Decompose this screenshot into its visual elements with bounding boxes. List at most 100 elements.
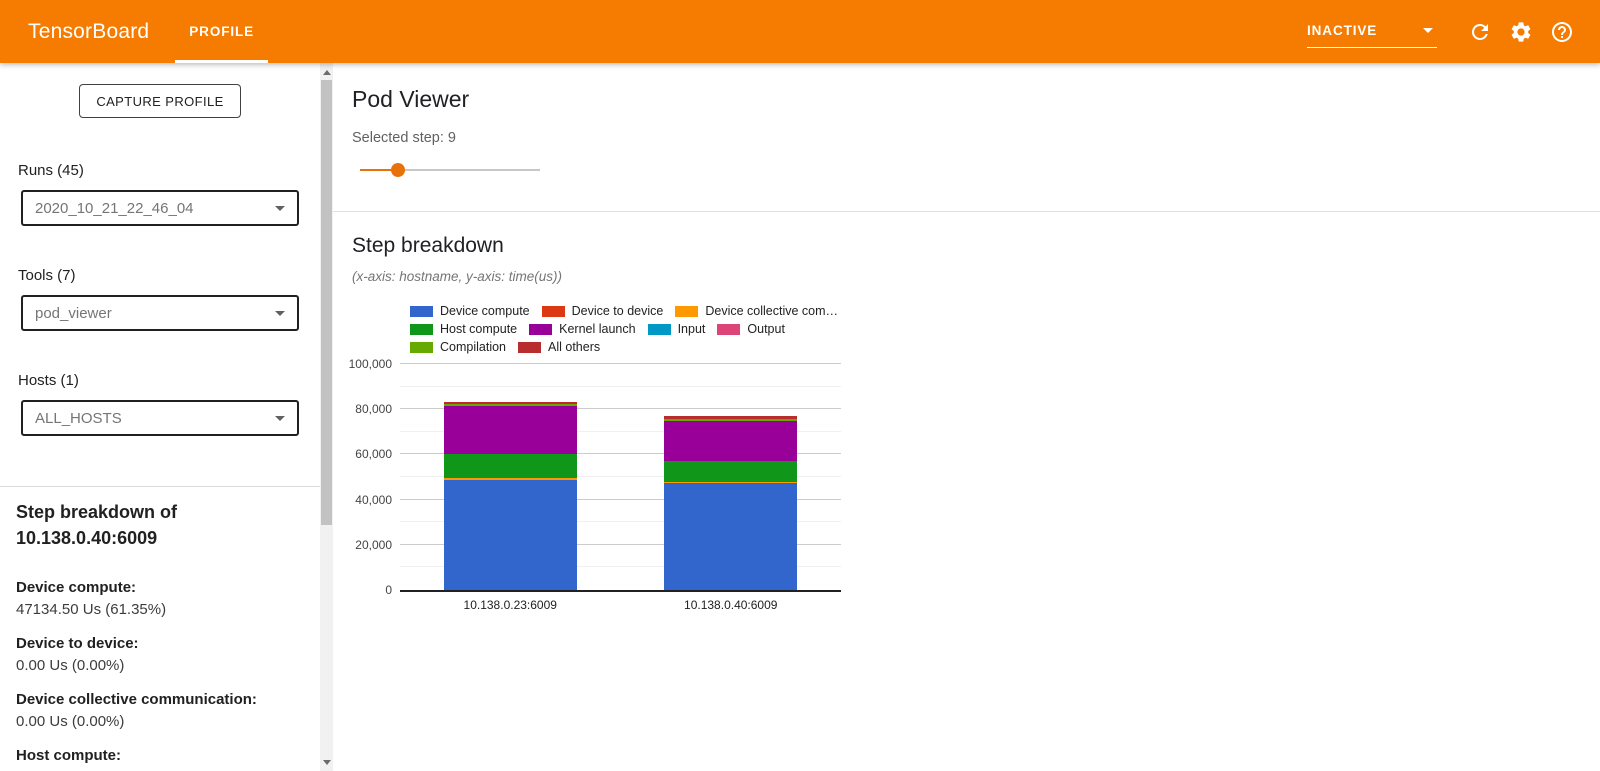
legend-label: Compilation (440, 340, 507, 354)
bar-segment-compilation (664, 419, 798, 421)
y-axis-tick-label: 40,000 (355, 492, 392, 507)
axis-note: (x-axis: hostname, y-axis: time(us)) (352, 269, 563, 284)
stat-label: Host compute: (16, 747, 121, 764)
help-icon (1552, 21, 1572, 42)
legend-item: Device collective com… (675, 304, 838, 318)
runs-label: Runs (45) (18, 162, 84, 179)
page-body: CAPTURE PROFILE Runs (45) 2020_10_21_22_… (0, 63, 1600, 771)
reload-button[interactable] (1468, 20, 1492, 44)
bar-segment-device-collective-com- (443, 477, 577, 480)
app-toolbar: TensorBoard PROFILE INACTIVE (0, 0, 1600, 63)
legend-item: Compilation (410, 340, 506, 354)
legend-label: Input (677, 322, 706, 336)
bar-segment-kernel-launch (664, 420, 798, 462)
legend-swatch (541, 305, 565, 317)
stat-label: Device compute: (16, 579, 137, 596)
scroll-down-arrow-icon[interactable] (320, 755, 333, 769)
hosts-label: Hosts (1) (18, 372, 79, 389)
step-slider[interactable] (360, 162, 540, 178)
minor-gridline (400, 476, 841, 477)
runs-dropdown[interactable]: 2020_10_21_22_46_04 (21, 190, 299, 226)
legend-label: Device collective com… (705, 304, 839, 318)
capture-profile-button[interactable]: CAPTURE PROFILE (79, 84, 241, 118)
legend-swatch (410, 323, 433, 335)
sidebar: CAPTURE PROFILE Runs (45) 2020_10_21_22_… (0, 63, 320, 771)
section-divider (333, 211, 1600, 212)
scrollbar-thumb[interactable] (321, 80, 332, 525)
major-gridline (400, 498, 841, 500)
page-title: Pod Viewer (352, 86, 470, 112)
minor-gridline (400, 430, 841, 432)
legend-item: Kernel launch (529, 322, 636, 336)
slider-track[interactable] (360, 169, 540, 171)
slider-fill (360, 169, 391, 171)
bar-segment-device-compute (664, 483, 798, 590)
legend-item: Device compute (410, 304, 530, 318)
bar-segment-host-compute (664, 461, 798, 482)
step-breakdown-host-title: Step breakdown of 10.138.0.40:6009 (16, 502, 178, 548)
stat-label: Device collective communication: (16, 691, 257, 708)
pod-viewer-section: Pod Viewer Selected step: 9 (333, 63, 1600, 178)
legend-label: Device to device (571, 304, 664, 318)
tools-dropdown-value: pod_viewer (35, 304, 112, 322)
status-dropdown[interactable]: INACTIVE (1307, 23, 1437, 48)
help-button[interactable] (1550, 20, 1574, 44)
tab-profile-label: PROFILE (189, 24, 255, 39)
legend-swatch (518, 341, 542, 353)
bar-segment-device-compute (443, 479, 577, 590)
legend-item: Output (717, 322, 785, 336)
chart-legend: Device compute Device to device Device col… (410, 304, 870, 354)
legend-swatch (717, 323, 741, 335)
active-tab-indicator (175, 60, 269, 63)
stat-value: 47134.50 Us (61.35%) (16, 601, 167, 618)
legend-swatch (410, 341, 433, 353)
major-gridline (400, 453, 841, 455)
stat-group: Device collective communication: 0.00 Us … (16, 689, 304, 733)
settings-button[interactable] (1509, 20, 1533, 44)
step-breakdown-stats: Device compute: 47134.50 Us (61.35%) Devic… (16, 577, 304, 767)
legend-label: Host compute (440, 322, 518, 336)
chevron-down-icon (1423, 28, 1433, 33)
bar-segment-kernel-launch (443, 406, 577, 455)
section-title: Step breakdown (352, 234, 504, 257)
legend-swatch (529, 323, 553, 335)
step-breakdown-section: Step breakdown (x-axis: hostname, y-axis… (333, 212, 1600, 612)
tools-dropdown[interactable]: pod_viewer (21, 295, 299, 331)
stat-value: 0.00 Us (0.00%) (16, 713, 125, 730)
main-content: Pod Viewer Selected step: 9 Step breakdo… (333, 63, 1600, 771)
legend-label: Output (747, 322, 785, 336)
chevron-down-icon (275, 415, 285, 421)
y-axis-tick-label: 20,000 (355, 537, 392, 552)
app-title: TensorBoard (28, 19, 150, 43)
chart-plot-area: 0 20,000 40,000 60,000 80,000 100,000 10.138.0… (349, 357, 841, 612)
major-gridline (400, 408, 841, 410)
bar-segment-all-others (443, 401, 577, 405)
bar-segment-device-collective-com- (664, 481, 798, 484)
runs-dropdown-value: 2020_10_21_22_46_04 (35, 199, 194, 217)
tab-profile[interactable]: PROFILE (175, 0, 269, 63)
legend-item: Input (647, 322, 706, 336)
legend-label: Kernel launch (559, 322, 636, 336)
sidebar-scrollbar[interactable] (320, 63, 333, 771)
stat-label: Device to device: (16, 635, 139, 652)
selected-step-label: Selected step: 9 (352, 130, 456, 146)
bar-segment-all-others (664, 416, 798, 420)
slider-thumb[interactable] (391, 163, 405, 177)
bar-segment-compilation (443, 404, 577, 407)
stat-group: Device to device: 0.00 Us (0.00%) (16, 633, 304, 677)
x-axis-category-label: 10.138.0.40:6009 (684, 598, 778, 612)
stat-group: Host compute: (16, 745, 304, 767)
scroll-up-arrow-icon[interactable] (320, 65, 333, 79)
stat-group: Device compute: 47134.50 Us (61.35%) (16, 577, 304, 621)
hosts-dropdown-value: ALL_HOSTS (35, 409, 122, 427)
legend-swatch (410, 305, 433, 317)
gear-icon (1511, 21, 1531, 42)
chevron-down-icon (275, 310, 285, 316)
legend-swatch (647, 323, 671, 335)
step-breakdown-chart: Device compute Device to device Device col… (349, 304, 920, 612)
legend-label: Device compute (440, 304, 530, 318)
sidebar-divider (0, 486, 320, 487)
hosts-dropdown[interactable]: ALL_HOSTS (21, 400, 299, 436)
legend-item: Host compute (410, 322, 517, 336)
major-gridline (400, 363, 841, 364)
